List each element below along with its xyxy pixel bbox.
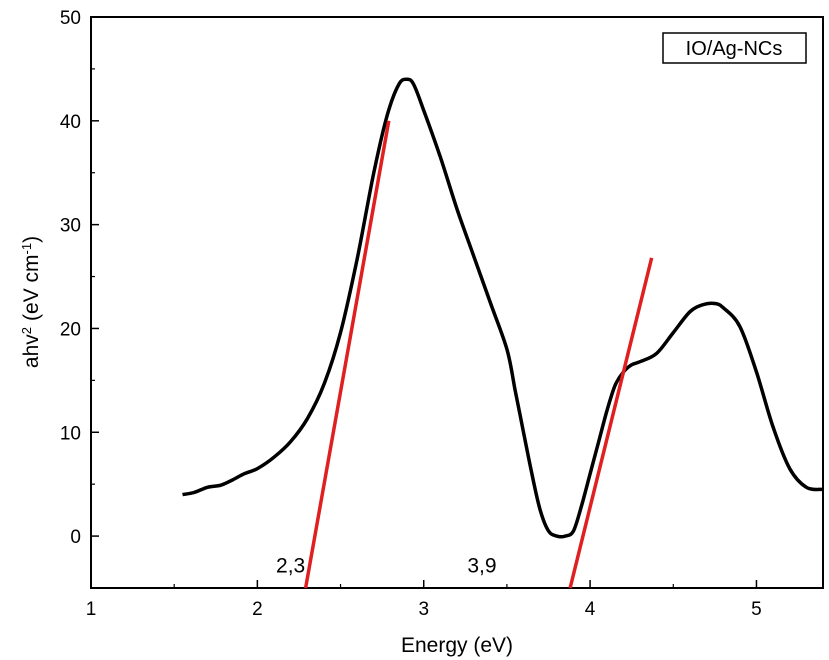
series-line-io-ag-ncs xyxy=(182,77,824,539)
y-axis-title: ahv2 (eV cm-1) xyxy=(19,236,44,368)
x-tick-label: 5 xyxy=(751,599,762,620)
y-axis: 0 10 20 30 40 50 xyxy=(60,8,99,589)
x-tick-label: 2 xyxy=(252,599,263,620)
y-tick-label: 10 xyxy=(60,423,81,444)
plot-frame xyxy=(90,16,824,589)
x-axis: 1 2 3 4 5 xyxy=(86,580,762,620)
legend: IO/Ag-NCs xyxy=(662,32,807,64)
x-tick-label: 3 xyxy=(418,599,429,620)
tangent-fit-line-2 xyxy=(568,257,654,589)
y-axis-title-unit-sup: -1 xyxy=(19,243,34,255)
y-tick-label: 0 xyxy=(70,527,81,548)
legend-box xyxy=(662,32,807,64)
y-axis-title-unit: (eV cm xyxy=(20,254,43,321)
y-axis-title-close: ) xyxy=(20,236,43,243)
legend-label: IO/Ag-NCs xyxy=(686,38,783,60)
x-tick-label: 4 xyxy=(585,599,596,620)
y-tick-label: 30 xyxy=(60,216,81,237)
annotation-bandgap-1: 2,3 xyxy=(276,554,305,577)
annotation-bandgap-2: 3,9 xyxy=(467,554,496,577)
y-tick-label: 50 xyxy=(60,8,81,29)
y-axis-title-sup: 2 xyxy=(19,327,34,334)
y-tick-label: 40 xyxy=(60,112,81,133)
x-tick-label: 1 xyxy=(86,599,97,620)
x-axis-title: Energy (eV) xyxy=(401,634,513,657)
tangent-fit-line-1 xyxy=(303,120,391,589)
y-axis-title-base: ahv xyxy=(20,334,43,368)
y-tick-label: 20 xyxy=(60,319,81,340)
